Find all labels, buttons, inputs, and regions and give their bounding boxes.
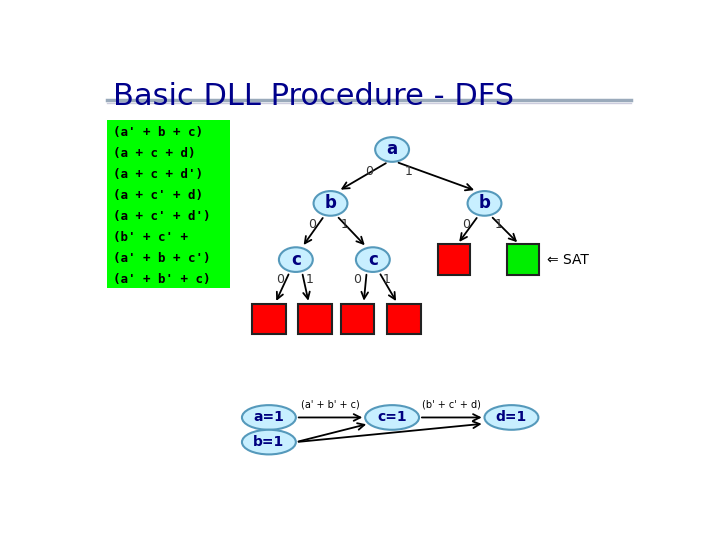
Text: (a' + b' + c): (a' + b' + c) <box>113 273 211 286</box>
Text: 1: 1 <box>306 273 314 286</box>
Text: c: c <box>291 251 301 268</box>
Bar <box>438 244 470 275</box>
Text: ⇐ SAT: ⇐ SAT <box>547 253 589 267</box>
Text: (a + c + d): (a + c + d) <box>113 147 196 160</box>
Text: (b' + c' + d): (b' + c' + d) <box>423 400 481 409</box>
Ellipse shape <box>242 405 296 430</box>
Bar <box>341 303 374 334</box>
Text: (a' + b + c'): (a' + b + c') <box>113 252 211 265</box>
Text: b=1: b=1 <box>253 435 284 449</box>
Text: 1: 1 <box>383 273 391 286</box>
Text: b: b <box>325 194 336 212</box>
Text: (a + c + d'): (a + c + d') <box>113 168 203 181</box>
Bar <box>387 303 420 334</box>
Text: (a + c' + d): (a + c' + d) <box>113 190 203 202</box>
Ellipse shape <box>467 191 501 215</box>
Bar <box>298 303 332 334</box>
Ellipse shape <box>375 137 409 162</box>
Text: (a' + b + c): (a' + b + c) <box>113 126 203 139</box>
Ellipse shape <box>365 405 419 430</box>
Ellipse shape <box>485 405 539 430</box>
Text: c: c <box>368 251 378 268</box>
Ellipse shape <box>356 247 390 272</box>
Bar <box>507 244 539 275</box>
Text: d=1: d=1 <box>496 410 527 424</box>
Text: a=1: a=1 <box>253 410 284 424</box>
Text: 1: 1 <box>341 218 348 231</box>
Text: 1: 1 <box>495 218 503 231</box>
Ellipse shape <box>242 430 296 455</box>
Text: a: a <box>387 140 397 159</box>
Ellipse shape <box>279 247 312 272</box>
Ellipse shape <box>314 191 348 215</box>
Text: (a' + b' + c): (a' + b' + c) <box>301 400 360 409</box>
Text: 0: 0 <box>354 273 361 286</box>
Bar <box>252 303 286 334</box>
Text: (b' + c' +: (b' + c' + <box>113 231 189 244</box>
Text: Basic DLL Procedure - DFS: Basic DLL Procedure - DFS <box>113 82 515 111</box>
Text: 0: 0 <box>276 273 284 286</box>
Text: 0: 0 <box>308 218 316 231</box>
Text: 0: 0 <box>462 218 470 231</box>
Text: 0: 0 <box>365 165 373 178</box>
Text: c=1: c=1 <box>377 410 407 424</box>
Text: b: b <box>479 194 490 212</box>
Text: (a + c' + d'): (a + c' + d') <box>113 211 211 224</box>
Bar <box>107 120 230 288</box>
Text: 1: 1 <box>405 165 413 178</box>
